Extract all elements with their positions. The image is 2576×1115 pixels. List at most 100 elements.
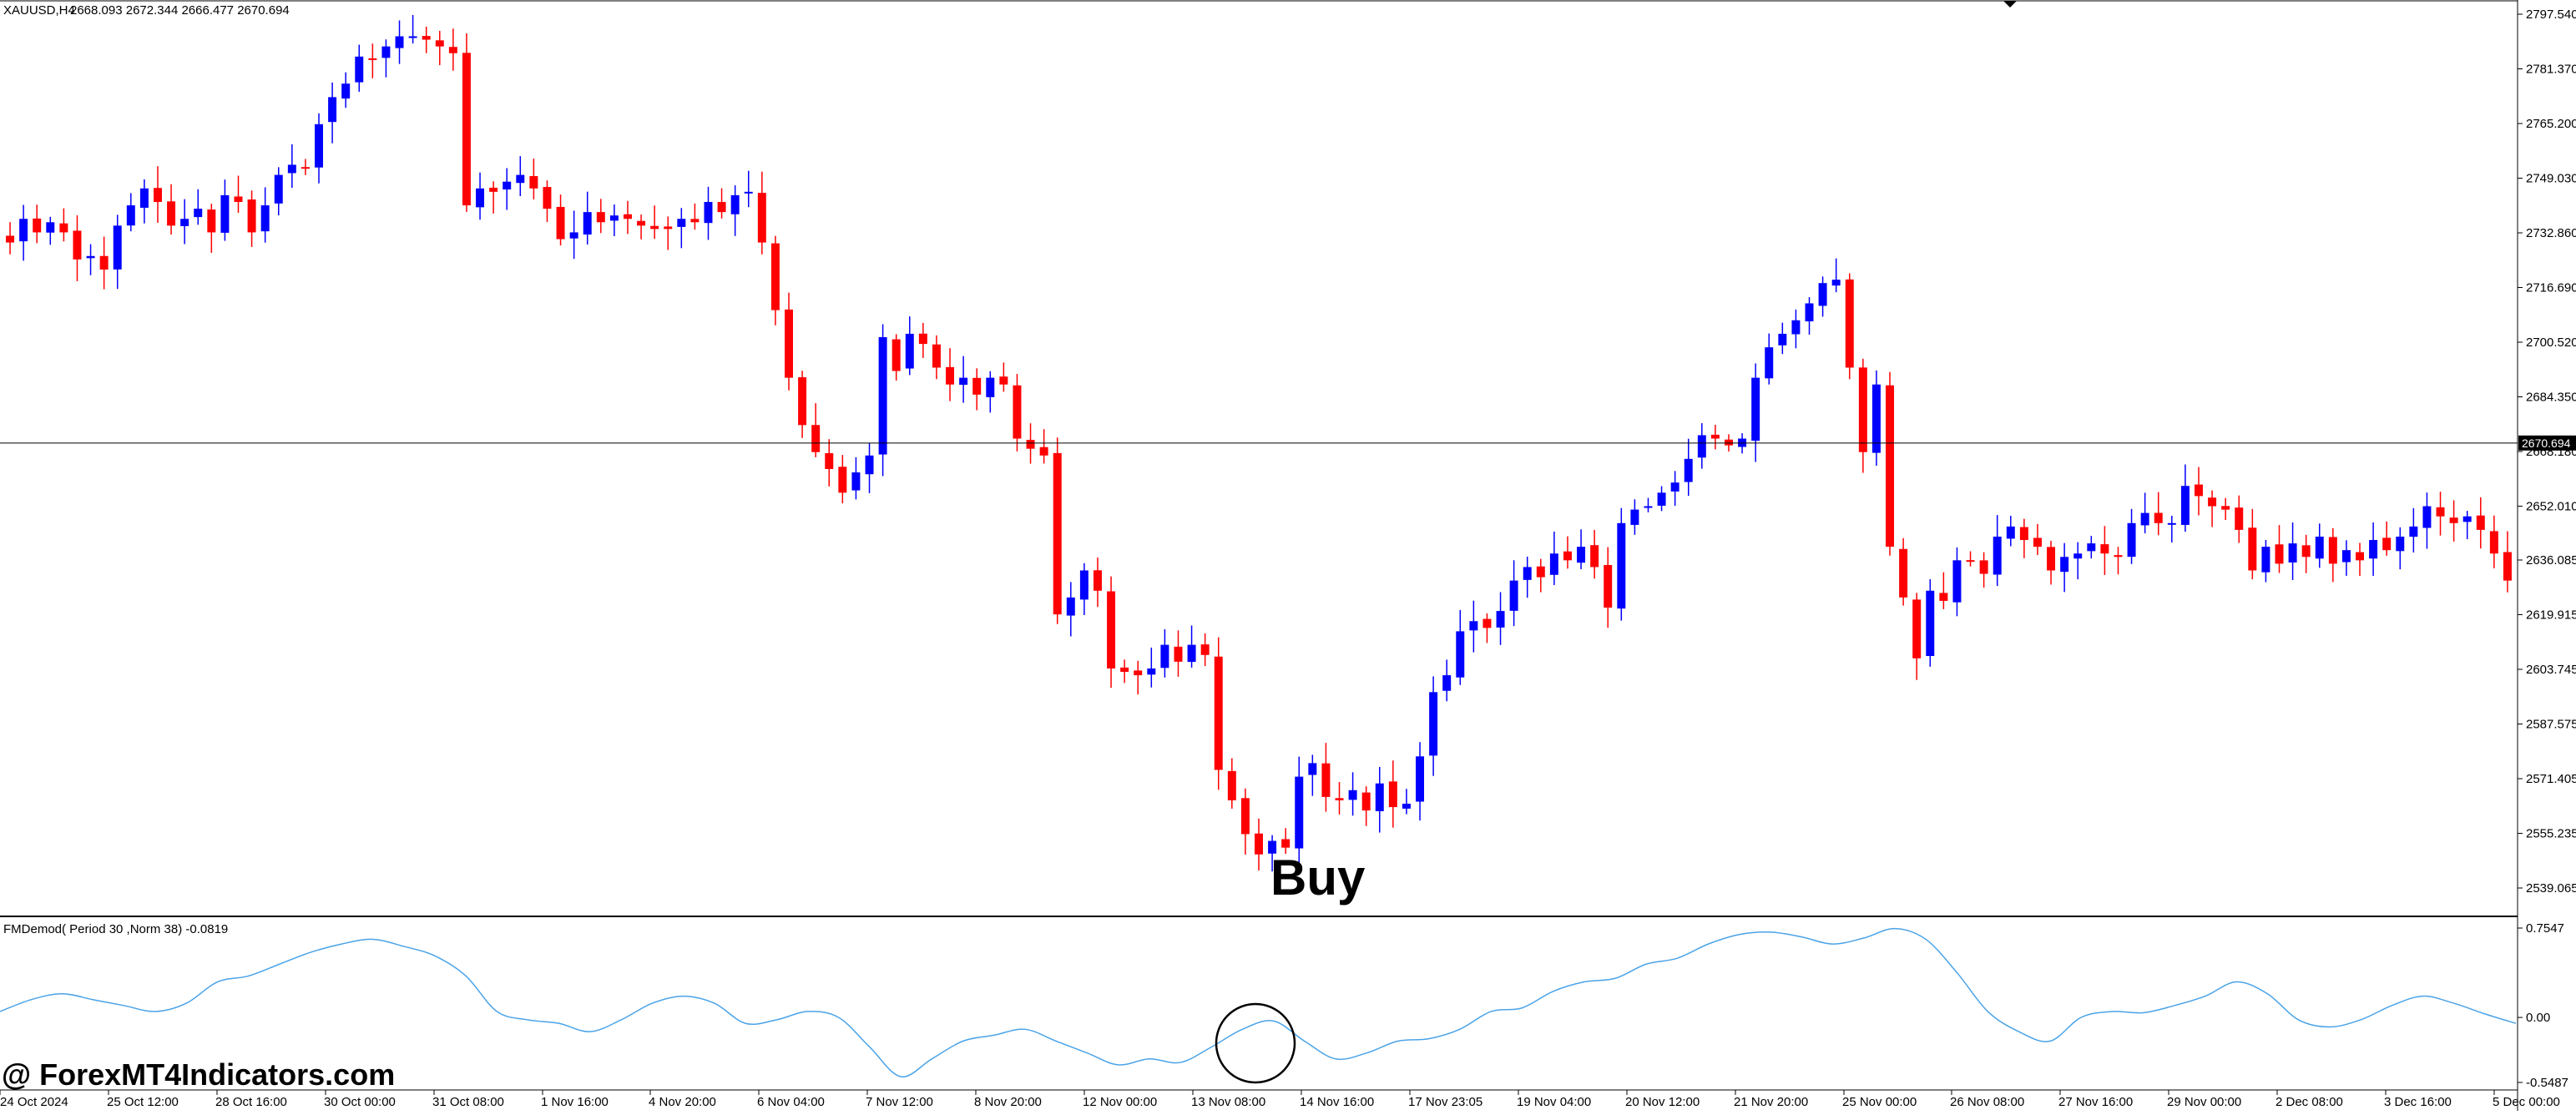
candle: [596, 199, 605, 234]
candle-body: [2114, 555, 2123, 558]
candle: [2449, 500, 2458, 542]
candle-body: [1214, 656, 1223, 770]
candle-body: [1375, 783, 1384, 811]
candle: [2369, 522, 2378, 577]
time-tick-label: 4 Nov 20:00: [649, 1095, 716, 1109]
candle-body: [301, 167, 310, 169]
candle-body: [1710, 434, 1720, 439]
time-tick-label: 24 Oct 2024: [0, 1095, 68, 1109]
candle: [33, 204, 42, 244]
candle-body: [1039, 447, 1048, 456]
candle-body: [2235, 507, 2244, 530]
candle-body: [2341, 550, 2351, 563]
candle-body: [878, 337, 887, 455]
indicator-tick-label: 0.7547: [2526, 921, 2564, 936]
candle: [516, 156, 525, 197]
candle: [704, 186, 713, 240]
candle: [1778, 322, 1787, 355]
candle-body: [2180, 486, 2190, 525]
candle: [476, 172, 485, 220]
price-tick-label: 2797.540: [2526, 8, 2576, 22]
candle-body: [408, 36, 417, 38]
candle: [2356, 542, 2365, 577]
candle: [2100, 526, 2109, 575]
candle-body: [1617, 522, 1626, 609]
candle: [1912, 593, 1922, 680]
candle: [650, 205, 659, 240]
price-tick-label: 2749.030: [2526, 171, 2576, 185]
candle-body: [1429, 692, 1438, 756]
candle: [1295, 756, 1304, 865]
candle: [19, 204, 28, 261]
candle: [167, 184, 176, 235]
candle-body: [1577, 547, 1586, 563]
watermark: @ ForexMT4Indicators.com: [2, 1057, 395, 1092]
candle-body: [516, 174, 525, 184]
candle: [234, 175, 243, 214]
candle-body: [2154, 512, 2163, 523]
indicator-header[interactable]: FMDemod( Period 30 ,Norm 38) -0.0819: [3, 922, 228, 936]
candle-body: [2248, 527, 2257, 571]
candle: [2033, 523, 2042, 556]
candle: [1523, 556, 1532, 598]
candle-body: [1590, 545, 1599, 568]
candle: [287, 144, 296, 189]
candle: [1939, 572, 1948, 609]
candle: [315, 113, 323, 184]
candle-body: [113, 225, 122, 270]
candle-body: [1939, 593, 1948, 601]
price-tick-label: 2539.065: [2526, 881, 2576, 896]
candle: [1684, 438, 1693, 497]
candle-body: [664, 226, 673, 230]
candle-body: [1187, 644, 1196, 663]
candle: [2154, 492, 2163, 536]
candle: [1966, 551, 1975, 567]
candle: [825, 439, 834, 487]
candle-body: [529, 176, 538, 189]
candle-body: [33, 218, 42, 233]
candle-body: [704, 201, 713, 224]
candle: [1388, 760, 1397, 828]
candle-body: [1952, 560, 1962, 603]
candle-body: [1079, 570, 1088, 600]
time-tick-label: 27 Nov 16:00: [2058, 1095, 2133, 1109]
candle-body: [2100, 544, 2109, 554]
current-price-label: [2518, 435, 2576, 451]
candle: [1026, 423, 1035, 464]
candle-body: [368, 58, 377, 60]
candle: [757, 171, 766, 255]
time-tick-label: 12 Nov 00:00: [1083, 1095, 1157, 1109]
candle: [2073, 542, 2083, 580]
candle: [569, 210, 578, 260]
candle-body: [1335, 798, 1344, 800]
candle: [1858, 358, 1867, 473]
candle-body: [207, 209, 216, 233]
candle-body: [6, 235, 15, 243]
candle: [1079, 563, 1088, 616]
buy-signal-label: Buy: [1270, 850, 1366, 906]
candle: [1536, 558, 1545, 593]
candle-body: [1697, 435, 1706, 458]
candle-body: [1160, 644, 1169, 668]
candle-body: [1563, 551, 1572, 561]
candle: [851, 457, 861, 500]
candle: [2167, 515, 2176, 542]
time-tick-label: 17 Nov 23:05: [1408, 1095, 1482, 1109]
candle: [2396, 527, 2405, 570]
candle-body: [2356, 552, 2365, 561]
candle-body: [489, 187, 498, 192]
candle-body: [959, 377, 968, 386]
candle: [2047, 540, 2056, 585]
candle-body: [2476, 515, 2485, 530]
candle: [1509, 560, 1518, 627]
candle: [891, 334, 901, 381]
candle-body: [59, 223, 68, 233]
candle: [1255, 818, 1263, 870]
chart-shift-marker[interactable]: [2003, 1, 2017, 8]
candle-body: [1644, 506, 1653, 508]
candle: [2476, 497, 2485, 549]
candle: [194, 189, 203, 225]
candle: [341, 72, 351, 108]
candle: [529, 158, 538, 199]
